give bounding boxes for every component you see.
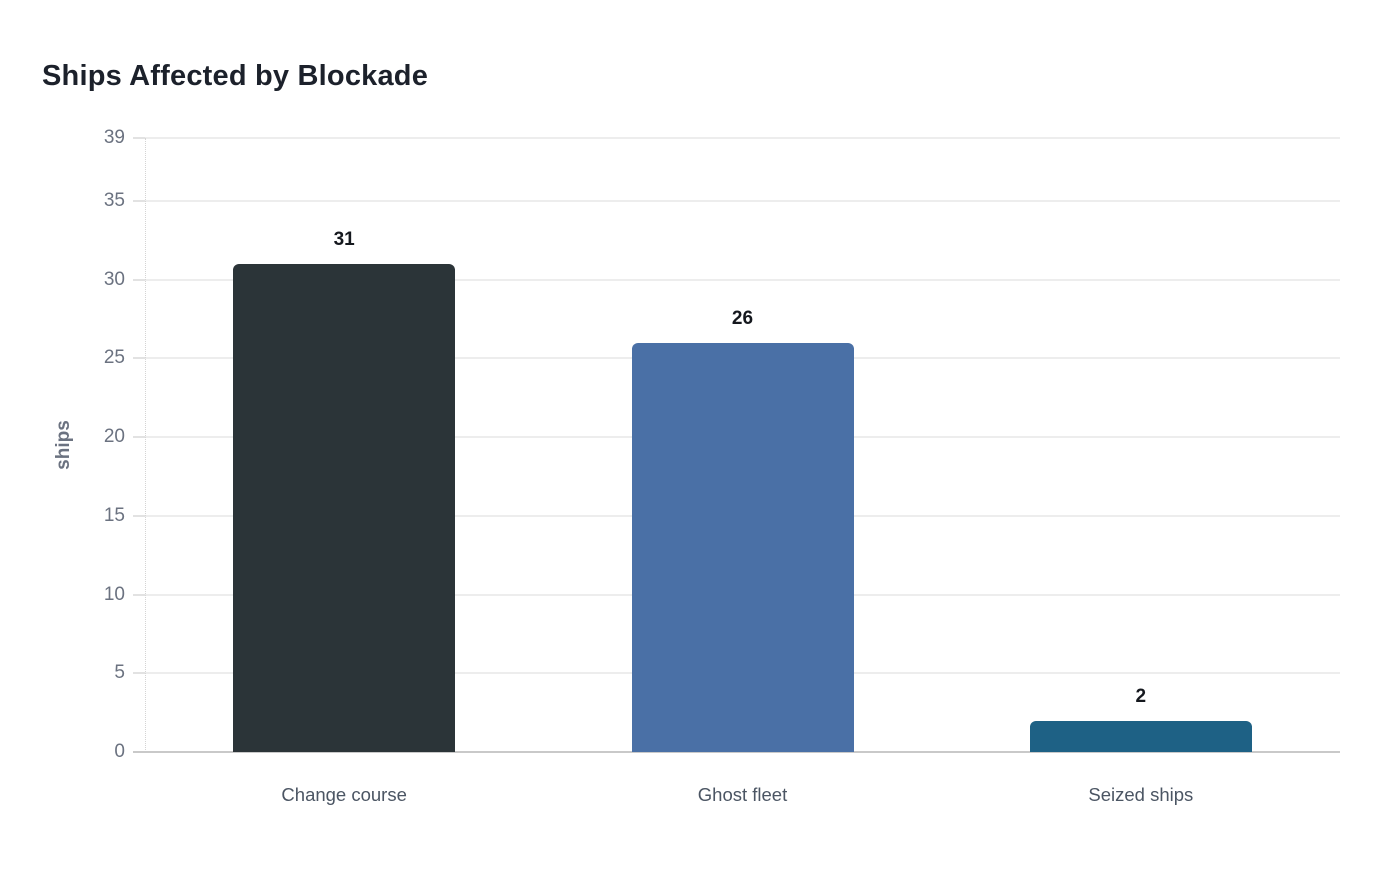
y-tick-label: 0 [114,741,125,762]
bar-value-label: 2 [1135,685,1147,707]
y-tick-label: 35 [103,189,125,211]
x-axis-line [133,751,1340,753]
y-tick-label: 5 [114,662,125,684]
y-tick-label: 15 [103,504,125,526]
chart-title: Ships Affected by Blockade [42,60,429,92]
x-category-label: Change course [281,784,407,805]
y-gridline [145,199,1340,202]
y-gridline [145,137,1340,139]
bar-seized-ships[interactable] [1029,720,1252,752]
y-tick-mark [133,514,145,517]
y-tick-mark [133,278,145,281]
y-tick-label: 10 [103,583,125,605]
y-tick-mark [133,436,145,439]
y-tick-label: 30 [103,268,125,290]
bar-value-label: 26 [731,307,754,329]
x-category-label: Ghost fleet [697,784,788,805]
y-tick-label: 25 [103,347,125,369]
y-gridline [145,278,1340,281]
y-tick-label: 20 [103,426,125,448]
y-tick-mark [133,199,145,202]
y-tick-mark [133,357,145,360]
bar-change-course[interactable] [233,263,456,752]
y-tick-mark [133,593,145,596]
y-axis-line [145,138,146,752]
y-tick-mark [133,137,145,139]
bar-value-label: 31 [333,228,355,250]
y-tick-label: 39 [103,127,125,148]
bar-ghost-fleet[interactable] [631,342,854,752]
x-category-label: Seized ships [1088,784,1194,805]
y-tick-mark [133,672,145,675]
